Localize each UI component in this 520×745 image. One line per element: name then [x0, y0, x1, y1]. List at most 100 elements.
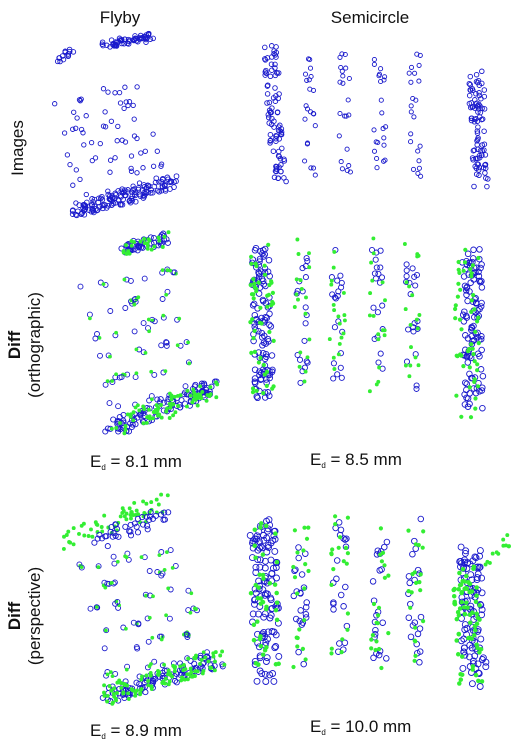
- blue-circle-marker: [173, 178, 179, 185]
- green-dot-marker: [250, 317, 255, 322]
- green-dot-marker: [122, 431, 127, 436]
- blue-circle-marker: [302, 603, 310, 611]
- blue-circle-marker: [279, 145, 285, 152]
- blue-circle-marker: [252, 563, 260, 571]
- green-dot-marker: [206, 659, 211, 664]
- green-dot-marker: [109, 670, 113, 674]
- blue-circle-marker: [418, 173, 424, 179]
- green-dot-marker: [452, 586, 457, 592]
- green-dot-marker: [458, 677, 464, 682]
- green-dot-marker: [124, 251, 129, 256]
- blue-circle-marker: [369, 578, 377, 585]
- green-dot-marker: [457, 606, 463, 611]
- blue-circle-marker: [140, 521, 147, 528]
- blue-circle-marker: [185, 587, 192, 594]
- blue-circle-marker: [92, 155, 99, 161]
- blue-circle-marker: [472, 295, 479, 302]
- semicircle-images-panel: [262, 43, 491, 190]
- green-dot-marker: [177, 316, 182, 321]
- blue-circle-marker: [116, 89, 123, 96]
- blue-circle-marker: [468, 644, 476, 652]
- blue-circle-marker: [90, 206, 96, 213]
- blue-circle-marker: [105, 188, 111, 194]
- green-dot-marker: [64, 533, 69, 537]
- blue-circle-marker: [249, 537, 257, 545]
- green-dot-marker: [185, 388, 190, 393]
- blue-circle-marker: [411, 114, 417, 120]
- blue-circle-marker: [259, 531, 267, 539]
- blue-circle-marker: [118, 201, 124, 208]
- blue-circle-marker: [462, 547, 470, 555]
- blue-circle-marker: [342, 113, 348, 119]
- green-dot-marker: [456, 281, 461, 286]
- blue-circle-marker: [102, 533, 109, 540]
- blue-circle-marker: [461, 549, 469, 557]
- blue-circle-marker: [476, 547, 484, 555]
- blue-circle-marker: [307, 57, 313, 63]
- green-dot-marker: [472, 379, 477, 384]
- green-dot-marker: [383, 298, 387, 303]
- green-dot-marker: [149, 369, 154, 374]
- blue-circle-marker: [274, 69, 280, 76]
- blue-circle-marker: [472, 163, 478, 170]
- blue-circle-marker: [128, 153, 135, 159]
- green-dot-marker: [119, 685, 124, 690]
- green-dot-marker: [410, 293, 415, 298]
- green-dot-marker: [105, 379, 110, 383]
- green-dot-marker: [167, 679, 172, 684]
- green-dot-marker: [369, 637, 374, 642]
- green-dot-marker: [121, 691, 126, 696]
- error-value: = 10.0 mm: [330, 717, 412, 736]
- green-dot-marker: [251, 292, 256, 297]
- green-dot-marker: [267, 581, 273, 586]
- green-dot-marker: [147, 664, 152, 669]
- blue-circle-marker: [337, 110, 343, 117]
- blue-circle-marker: [476, 563, 484, 571]
- blue-circle-marker: [303, 103, 309, 109]
- blue-circle-marker: [172, 562, 179, 569]
- green-dot-marker: [269, 303, 274, 308]
- blue-circle-marker: [469, 115, 475, 121]
- blue-circle-marker: [481, 87, 488, 93]
- green-dot-marker: [306, 525, 311, 530]
- blue-circle-marker: [463, 283, 471, 291]
- green-dot-marker: [472, 359, 477, 364]
- green-dot-marker: [420, 545, 425, 550]
- green-dot-marker: [157, 412, 162, 417]
- blue-circle-marker: [152, 675, 159, 682]
- blue-circle-marker: [260, 247, 267, 254]
- blue-circle-marker: [170, 269, 177, 276]
- blue-circle-marker: [278, 168, 284, 175]
- blue-circle-marker: [297, 379, 304, 386]
- blue-circle-marker: [113, 42, 119, 48]
- blue-circle-marker: [158, 161, 165, 167]
- blue-circle-marker: [275, 153, 282, 159]
- blue-circle-marker: [477, 635, 485, 643]
- blue-circle-marker: [110, 553, 117, 560]
- blue-circle-marker: [479, 68, 485, 75]
- blue-circle-marker: [140, 192, 147, 199]
- blue-circle-marker: [261, 557, 269, 565]
- blue-circle-marker: [130, 102, 136, 109]
- green-dot-marker: [190, 674, 195, 679]
- green-dot-marker: [169, 393, 174, 398]
- blue-circle-marker: [342, 583, 349, 591]
- blue-circle-marker: [101, 645, 108, 652]
- green-dot-marker: [110, 701, 115, 706]
- green-dot-marker: [109, 581, 114, 585]
- blue-circle-marker: [264, 527, 271, 535]
- green-dot-marker: [152, 244, 157, 249]
- blue-circle-marker: [337, 79, 343, 85]
- blue-circle-marker: [111, 560, 118, 567]
- green-dot-marker: [252, 281, 257, 286]
- green-dot-marker: [145, 241, 150, 246]
- blue-circle-marker: [122, 36, 128, 43]
- blue-circle-marker: [262, 44, 268, 51]
- green-dot-marker: [128, 512, 133, 517]
- blue-circle-marker: [271, 535, 279, 543]
- green-dot-marker: [416, 253, 421, 258]
- blue-circle-marker: [466, 80, 473, 87]
- blue-circle-marker: [335, 288, 342, 295]
- blue-circle-marker: [122, 192, 128, 199]
- blue-circle-marker: [413, 385, 420, 392]
